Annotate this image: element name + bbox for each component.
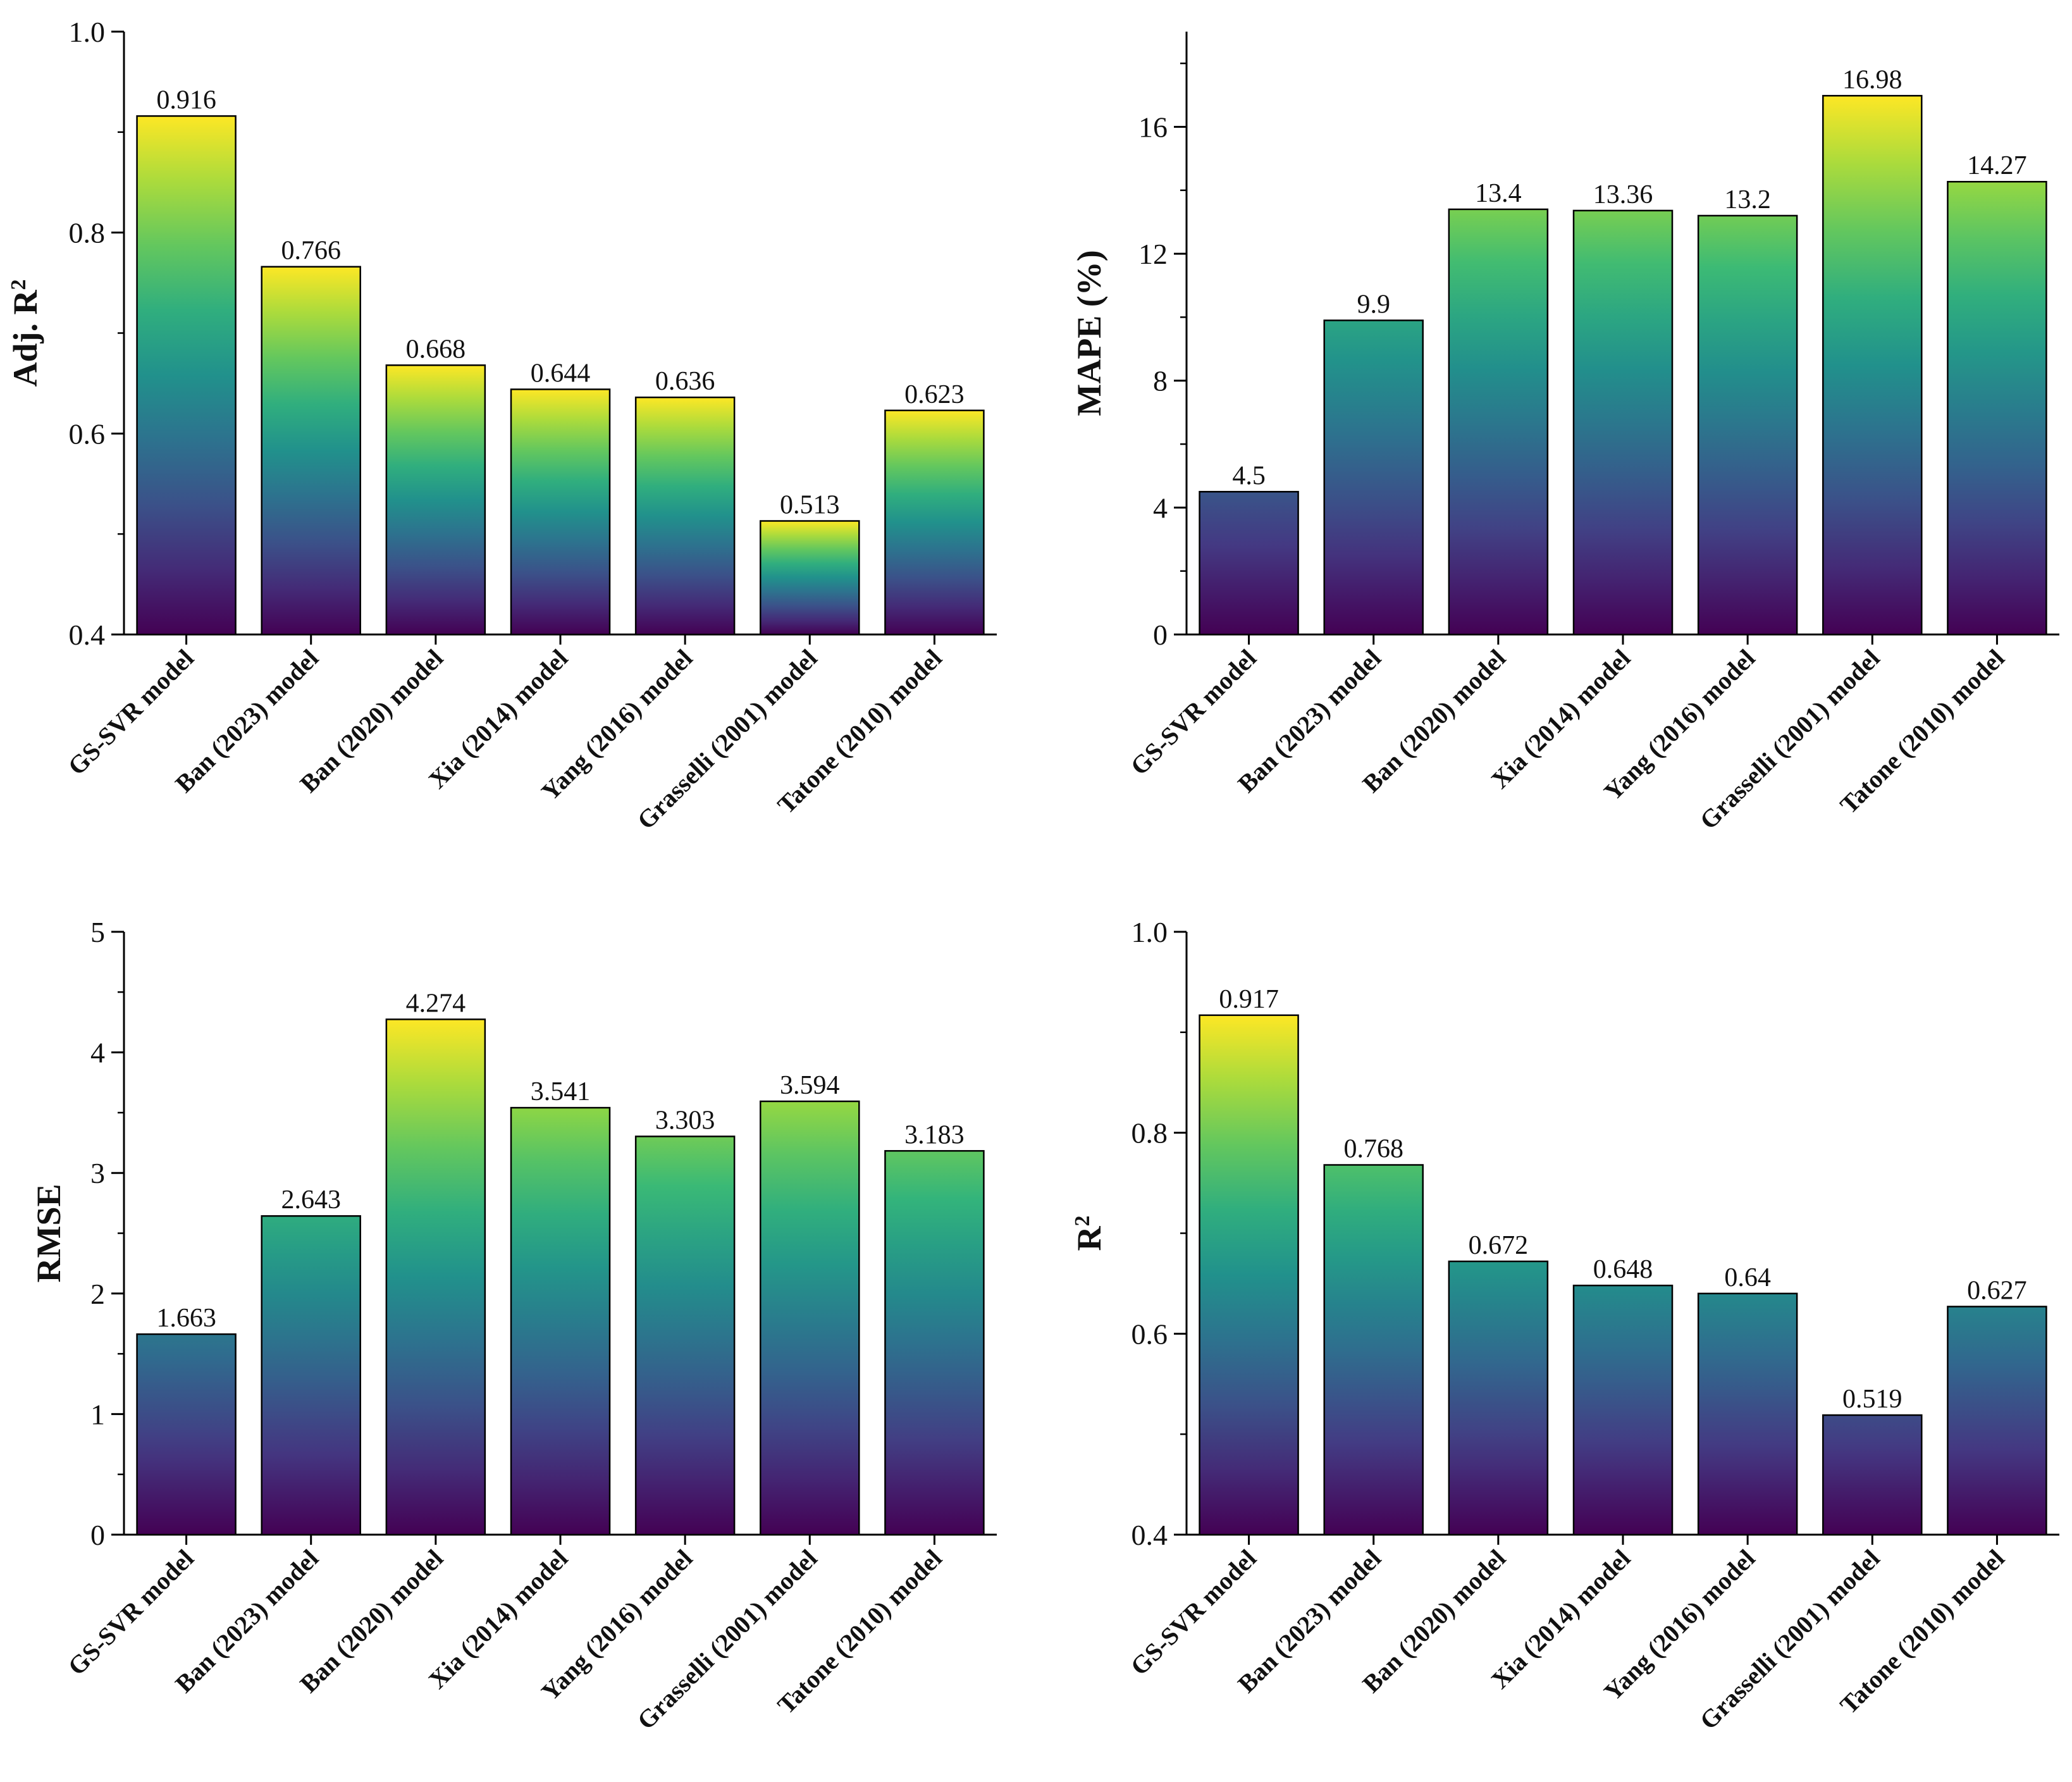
bar-value-label: 13.2: [1724, 185, 1771, 214]
bar: [136, 115, 237, 636]
bar-value-label: 13.4: [1475, 179, 1522, 208]
y-tick-label: 0.4: [1132, 1519, 1168, 1551]
bar-value-label: 16.98: [1842, 65, 1902, 94]
y-tick-label: 0.4: [69, 619, 106, 651]
x-tick-label: GS-SVR model: [1125, 1544, 1261, 1681]
bar: [1947, 180, 2047, 636]
bar: [1199, 491, 1299, 636]
bar-value-label: 0.636: [655, 367, 715, 396]
bar-value-label: 3.594: [780, 1071, 840, 1100]
bar: [136, 1333, 237, 1536]
bar: [1947, 1306, 2047, 1536]
bar: [510, 1106, 611, 1536]
bar: [510, 388, 611, 636]
bar-value-label: 4.5: [1232, 461, 1266, 490]
bar-value-label: 4.274: [406, 989, 466, 1018]
bar: [261, 266, 361, 636]
y-tick-label: 1.0: [1132, 916, 1168, 948]
bar-value-label: 0.513: [780, 491, 840, 520]
bar: [1572, 1284, 1674, 1536]
bar-value-label: 0.668: [406, 335, 466, 364]
bar: [1448, 208, 1549, 636]
x-tick-label: GS-SVR model: [1125, 644, 1261, 781]
x-tick-label: GS-SVR model: [62, 644, 199, 781]
bar: [1822, 95, 1923, 636]
bar-value-label: 0.623: [904, 380, 965, 409]
y-tick-label: 16: [1138, 111, 1168, 143]
y-tick-label: 4: [1153, 492, 1168, 524]
y-tick-label: 8: [1153, 365, 1168, 397]
y-tick-label: 0: [90, 1519, 105, 1551]
bar: [1572, 209, 1674, 636]
bar: [760, 520, 860, 636]
bar-value-label: 0.766: [281, 237, 341, 266]
y-tick-label: 0.6: [69, 418, 106, 450]
bar: [1697, 1292, 1798, 1536]
y-tick-label: 2: [90, 1278, 105, 1310]
bar-value-label: 13.36: [1593, 180, 1653, 209]
bar: [884, 409, 985, 636]
y-tick-label: 4: [90, 1037, 105, 1069]
bar-value-label: 9.9: [1357, 290, 1390, 319]
bar-value-label: 3.183: [904, 1120, 965, 1149]
bar-value-label: 0.916: [156, 85, 216, 114]
y-tick-label: 1.0: [69, 16, 106, 48]
bar: [884, 1150, 985, 1536]
y-tick-label: 0: [1153, 619, 1168, 651]
x-tick-label: GS-SVR model: [62, 1544, 199, 1681]
bar-value-label: 2.643: [281, 1185, 341, 1215]
y-axis-title: R2: [1070, 1216, 1108, 1251]
bar: [1822, 1414, 1923, 1536]
y-tick-label: 5: [90, 916, 105, 948]
bar: [760, 1100, 860, 1536]
y-axis-title: Adj. R2: [6, 279, 44, 387]
bar: [1199, 1014, 1299, 1536]
bar-value-label: 0.672: [1469, 1231, 1529, 1260]
bar: [634, 396, 736, 636]
bar-value-label: 0.627: [1967, 1276, 2027, 1305]
bar-value-label: 1.663: [156, 1304, 216, 1333]
bar-value-label: 14.27: [1967, 151, 2027, 180]
y-tick-label: 0.8: [1132, 1117, 1168, 1149]
bar-value-label: 0.519: [1842, 1385, 1902, 1414]
bar-value-label: 0.648: [1593, 1255, 1653, 1284]
y-tick-label: 1: [90, 1398, 105, 1430]
bar-value-label: 3.541: [531, 1077, 591, 1106]
bar: [385, 364, 486, 636]
bar: [634, 1135, 736, 1536]
y-tick-label: 0.6: [1132, 1318, 1168, 1350]
bar: [385, 1018, 486, 1536]
y-tick-label: 0.8: [69, 217, 106, 249]
bar: [261, 1215, 361, 1536]
bar-value-label: 3.303: [655, 1106, 715, 1135]
bar: [1697, 214, 1798, 636]
bar-value-label: 0.917: [1219, 985, 1279, 1014]
y-axis-title: RMSE: [30, 1184, 68, 1282]
bar-value-label: 0.644: [531, 359, 591, 388]
bar: [1323, 1164, 1424, 1536]
bar-value-label: 0.768: [1343, 1134, 1403, 1163]
chart-panel-adj-r2: 0.4 0.6 0.8 1.0 Adj. R2 0.916 GS-SVR model 0.76…: [6, 16, 997, 835]
y-tick-label: 3: [90, 1157, 105, 1189]
y-axis-title: MAPE (%): [1070, 250, 1108, 416]
y-tick-label: 12: [1138, 238, 1168, 270]
bar-value-label: 0.64: [1724, 1263, 1771, 1292]
bar: [1323, 319, 1424, 636]
bar: [1448, 1260, 1549, 1536]
